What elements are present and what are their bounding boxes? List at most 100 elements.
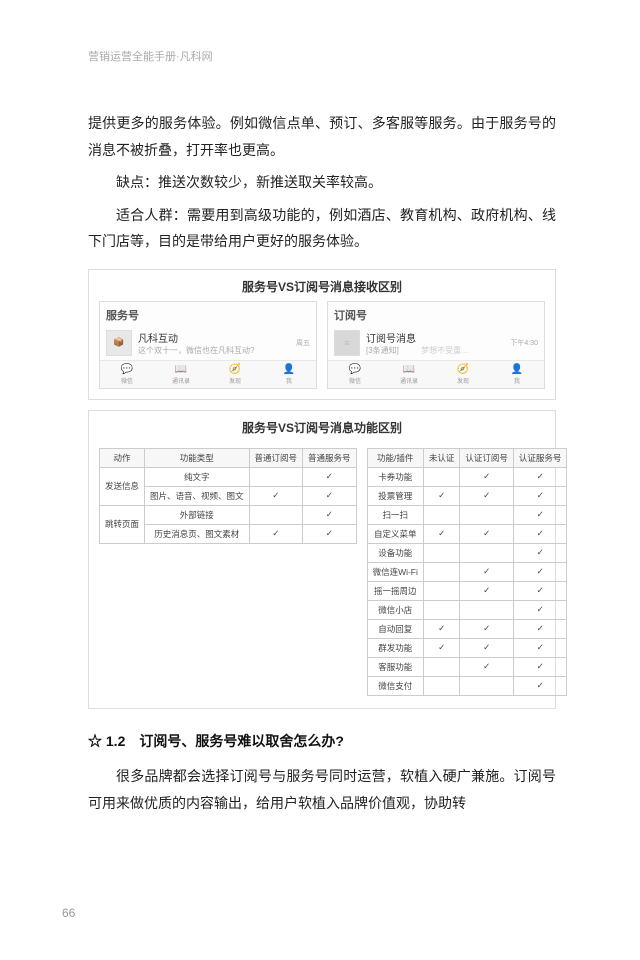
tab-item: 👤我 — [490, 361, 544, 388]
sub-msg-sub: [3条通知] 梦想不受重… — [366, 345, 504, 356]
table-cell: 自动回复 — [367, 619, 423, 638]
paragraph-2: 缺点：推送次数较少，新推送取关率较高。 — [88, 169, 556, 196]
phone-subscription: 订阅号 ≡ 订阅号消息 [3条通知] 梦想不受重… 下午4:30 💬微信📖通讯录… — [327, 301, 545, 389]
table-header: 动作 — [100, 448, 145, 467]
table-cell — [423, 657, 460, 676]
table-cell: ✓ — [303, 524, 357, 543]
tab-item: 💬微信 — [100, 361, 154, 388]
table-cell: ✓ — [249, 524, 303, 543]
table-header: 普通订阅号 — [249, 448, 303, 467]
table-cell: ✓ — [460, 524, 514, 543]
table-cell: 卡券功能 — [367, 467, 423, 486]
tab-icon: 📖 — [403, 364, 415, 375]
table-header: 认证订阅号 — [460, 448, 514, 467]
phone-sub-label: 订阅号 — [328, 302, 544, 326]
tab-item: 🧭发现 — [436, 361, 490, 388]
table-header: 普通服务号 — [303, 448, 357, 467]
table-group-cell: 发送信息 — [100, 467, 145, 505]
table-cell: 群发功能 — [367, 638, 423, 657]
service-msg-sub: 这个双十一，微信也在凡科互动? — [138, 345, 290, 356]
table-cell: ✓ — [460, 562, 514, 581]
service-msg-title: 凡科互动 — [138, 330, 290, 345]
tab-label: 我 — [514, 376, 520, 385]
phone-service-label: 服务号 — [100, 302, 316, 326]
tab-item: 💬微信 — [328, 361, 382, 388]
table-cell — [460, 676, 514, 695]
table-cell: ✓ — [423, 619, 460, 638]
table-cell: 扫一扫 — [367, 505, 423, 524]
table-cell: 客服功能 — [367, 657, 423, 676]
table-cell: 微信支付 — [367, 676, 423, 695]
table-cell — [423, 543, 460, 562]
table-cell: ✓ — [423, 486, 460, 505]
sub-msg-row: ≡ 订阅号消息 [3条通知] 梦想不受重… 下午4:30 — [328, 326, 544, 360]
table-cell: ✓ — [249, 486, 303, 505]
table-cell: ✓ — [460, 619, 514, 638]
table-cell: ✓ — [303, 467, 357, 486]
tab-icon: 🧭 — [457, 364, 469, 375]
avatar-icon: 📦 — [106, 330, 132, 356]
table-header: 功能/插件 — [367, 448, 423, 467]
figure2-title: 服务号VS订阅号消息功能区别 — [89, 411, 555, 442]
figure-feature-diff: 服务号VS订阅号消息功能区别 动作功能类型普通订阅号普通服务号发送信息纯文字✓图… — [88, 410, 556, 709]
table-cell: ✓ — [513, 676, 567, 695]
tab-icon: 📖 — [175, 364, 187, 375]
table-header: 认证服务号 — [513, 448, 567, 467]
table-cell: ✓ — [513, 600, 567, 619]
table-cell: ✓ — [513, 657, 567, 676]
table-cell — [460, 600, 514, 619]
tab-label: 发现 — [229, 376, 241, 385]
table-cell: 自定义菜单 — [367, 524, 423, 543]
table-cell — [423, 581, 460, 600]
table-cell: 投票管理 — [367, 486, 423, 505]
sub-msg-time: 下午4:30 — [510, 338, 538, 348]
paragraph-1: 提供更多的服务体验。例如微信点单、预订、多客服等服务。由于服务号的消息不被折叠，… — [88, 110, 556, 163]
table-cell — [423, 562, 460, 581]
table-cell — [460, 543, 514, 562]
table-cell: ✓ — [460, 486, 514, 505]
table-cell: ✓ — [460, 467, 514, 486]
table-cell — [423, 467, 460, 486]
tab-item: 👤我 — [262, 361, 316, 388]
table-cell: ✓ — [303, 505, 357, 524]
table-cell: ✓ — [513, 581, 567, 600]
tab-item: 📖通讯录 — [382, 361, 436, 388]
tab-item: 🧭发现 — [208, 361, 262, 388]
tab-icon: 💬 — [349, 364, 361, 375]
tab-icon: 🧭 — [229, 364, 241, 375]
table-cell: ✓ — [423, 524, 460, 543]
table-cell: 历史消息页、图文素材 — [145, 524, 250, 543]
table-cell: ✓ — [513, 619, 567, 638]
table-cell: 纯文字 — [145, 467, 250, 486]
figure1-title: 服务号VS订阅号消息接收区别 — [89, 270, 555, 301]
service-msg-time: 周五 — [296, 338, 310, 348]
table-cell — [423, 600, 460, 619]
table-cell: ✓ — [303, 486, 357, 505]
table-cell: 图片、语音、视频、图文 — [145, 486, 250, 505]
service-msg-row: 📦 凡科互动 这个双十一，微信也在凡科互动? 周五 — [100, 326, 316, 360]
paragraph-4: 很多品牌都会选择订阅号与服务号同时运营，软植入硬广兼施。订阅号可用来做优质的内容… — [88, 763, 556, 816]
tab-bar-left: 💬微信📖通讯录🧭发现👤我 — [100, 360, 316, 388]
tab-icon: 💬 — [121, 364, 133, 375]
table-cell: 微信小店 — [367, 600, 423, 619]
table-cell: ✓ — [460, 638, 514, 657]
table-cell: ✓ — [513, 505, 567, 524]
table-cell: 微信连Wi-Fi — [367, 562, 423, 581]
tab-label: 通讯录 — [400, 376, 418, 385]
tab-label: 微信 — [349, 376, 361, 385]
table-cell — [249, 467, 303, 486]
table-cell: 外部链接 — [145, 505, 250, 524]
sub-msg-title: 订阅号消息 — [366, 330, 504, 345]
tab-icon: 👤 — [511, 364, 523, 375]
table-cell — [460, 505, 514, 524]
table-cell: 摇一摇周边 — [367, 581, 423, 600]
table-header: 未认证 — [423, 448, 460, 467]
table-cell: ✓ — [513, 467, 567, 486]
page-header: 营销运营全能手册·凡科网 — [88, 48, 213, 64]
tab-label: 通讯录 — [172, 376, 190, 385]
table-header: 功能类型 — [145, 448, 250, 467]
avatar-icon: ≡ — [334, 330, 360, 356]
tab-label: 发现 — [457, 376, 469, 385]
paragraph-3: 适合人群：需要用到高级功能的，例如酒店、教育机构、政府机构、线下门店等，目的是带… — [88, 202, 556, 255]
figure-receive-diff: 服务号VS订阅号消息接收区别 服务号 📦 凡科互动 这个双十一，微信也在凡科互动… — [88, 269, 556, 400]
